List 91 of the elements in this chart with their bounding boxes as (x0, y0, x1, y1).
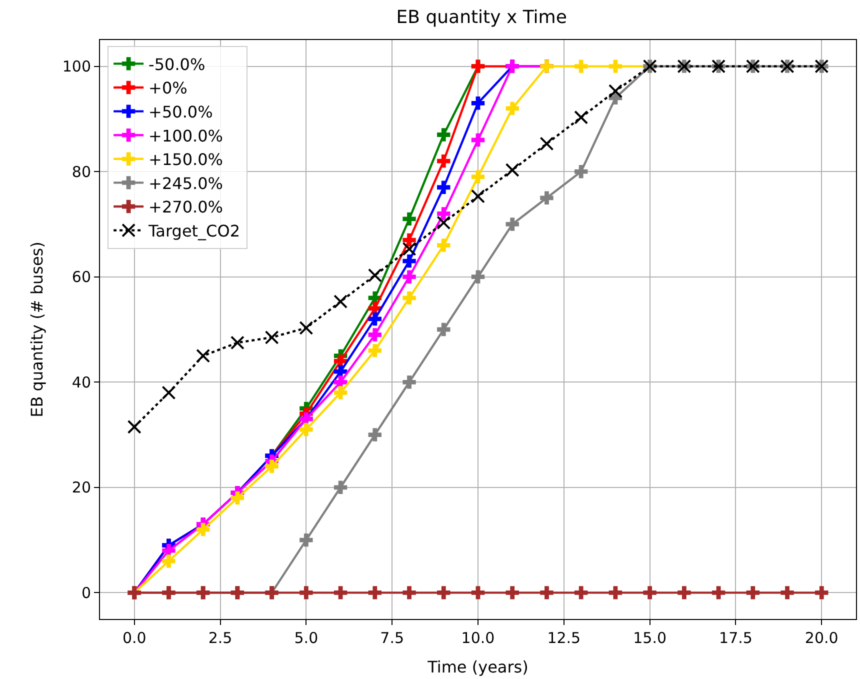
point (437, 180, 450, 194)
legend-label: +270.0% (148, 198, 223, 217)
y-axis-title: EB quantity (# buses) (27, 242, 46, 418)
point (300, 586, 313, 600)
x-tick-label: 5.0 (294, 629, 318, 647)
point (815, 586, 828, 600)
point (437, 238, 450, 252)
y-tick-label: 0 (81, 584, 91, 602)
point (368, 312, 382, 326)
point (608, 60, 622, 73)
x-tick-label: 2.5 (208, 629, 232, 647)
point (402, 242, 416, 256)
x-axis-title: Time (years) (426, 658, 528, 677)
point (402, 233, 416, 247)
point (643, 586, 656, 600)
point (162, 554, 176, 568)
point (506, 102, 519, 116)
point (574, 586, 588, 600)
y-tick-label: 40 (72, 373, 91, 392)
point (402, 376, 416, 389)
point (402, 586, 416, 600)
point (608, 84, 622, 98)
y-tick-label: 100 (62, 58, 91, 76)
legend-label: +100.0% (148, 126, 223, 146)
point (471, 170, 485, 184)
point (402, 291, 416, 305)
legend-label: -50.0% (148, 54, 206, 74)
point (608, 586, 622, 600)
point (471, 586, 485, 600)
point (196, 522, 210, 536)
point (368, 344, 382, 358)
legend-label: +0% (148, 78, 188, 98)
point (436, 216, 451, 230)
point (334, 294, 348, 309)
point (780, 586, 794, 600)
point (678, 586, 691, 600)
legend-label: +50.0% (148, 102, 213, 122)
point (230, 336, 244, 350)
point (471, 96, 485, 110)
point (196, 348, 210, 363)
point (437, 207, 450, 220)
point (437, 322, 450, 336)
point (540, 136, 554, 151)
chart-title: EB quantity x Time (396, 6, 567, 28)
point (574, 110, 588, 124)
point (712, 586, 726, 600)
point (402, 254, 416, 268)
point (300, 533, 313, 547)
point (402, 270, 416, 284)
point (127, 420, 142, 434)
point (368, 428, 382, 442)
point (368, 586, 382, 600)
x-tick-label: 12.5 (547, 629, 581, 647)
y-tick-label: 80 (72, 162, 91, 181)
point (746, 586, 760, 600)
point (574, 164, 588, 178)
y-tick-label: 60 (72, 268, 91, 286)
point (402, 212, 416, 226)
x-tick-label: 0.0 (122, 629, 146, 647)
legend-label: +245.0% (148, 174, 223, 193)
x-tick-label: 15.0 (633, 629, 667, 647)
point (162, 386, 176, 400)
point (264, 330, 279, 344)
legend-label: +150.0% (148, 150, 223, 170)
x-tick-label: 20.0 (804, 629, 838, 647)
point (300, 422, 313, 436)
point (437, 586, 450, 600)
point (334, 386, 348, 400)
point (505, 163, 520, 178)
point (574, 60, 588, 73)
point (471, 270, 485, 284)
point (540, 586, 554, 600)
point (334, 480, 348, 494)
point (437, 128, 450, 142)
point (368, 268, 382, 282)
point (230, 491, 244, 505)
point (334, 586, 348, 600)
point (368, 328, 382, 342)
y-tick-label: 20 (72, 478, 91, 497)
point (506, 586, 519, 600)
point (471, 133, 485, 147)
point (265, 460, 278, 473)
point (437, 154, 450, 168)
point (540, 191, 554, 205)
x-tick-label: 10.0 (461, 629, 495, 647)
x-tick-label: 7.5 (380, 629, 404, 647)
legend-label: Target_CO2 (148, 222, 240, 241)
point (471, 189, 485, 204)
point (299, 320, 314, 335)
point (506, 218, 519, 231)
x-tick-label: 17.5 (719, 629, 752, 647)
